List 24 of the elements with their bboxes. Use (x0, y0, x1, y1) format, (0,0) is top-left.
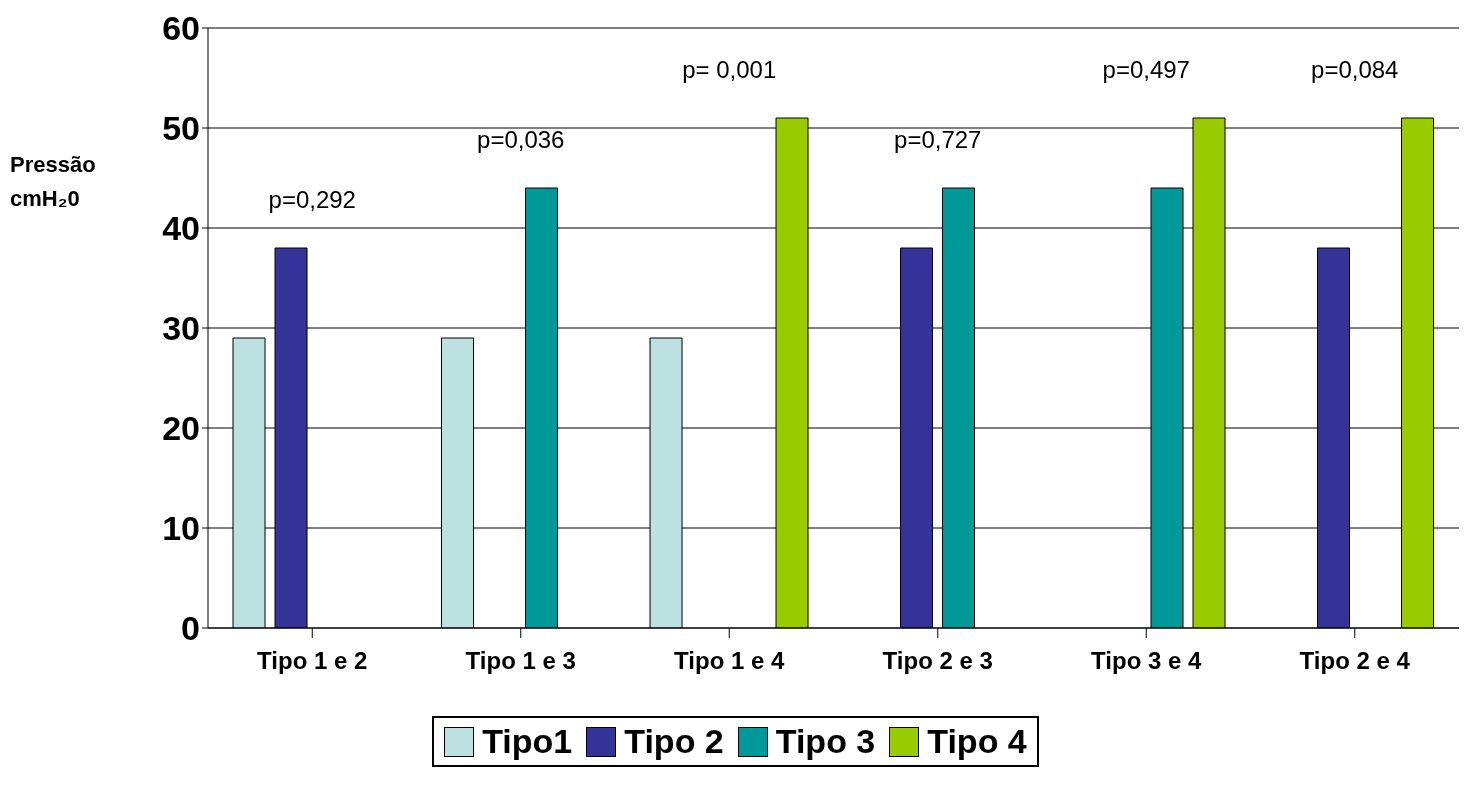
y-axis-title: Pressão cmH₂0 (10, 151, 97, 213)
x-tick-label: Tipo 1 e 3 (465, 647, 576, 675)
annotation: p=0,497 (1102, 56, 1190, 83)
annotation: p=0,084 (1311, 56, 1399, 83)
x-tick-label: Tipo 1 e 2 (257, 647, 368, 675)
x-tick-label: Tipo 2 e 3 (882, 647, 993, 675)
y-tick-label: 20 (162, 409, 200, 448)
annotation: p=0,036 (477, 126, 565, 153)
legend-label: Tipo 3 (775, 722, 876, 761)
y-tick-label: 30 (162, 309, 200, 348)
annotation: p= 0,001 (682, 56, 777, 83)
y-tick-label: 50 (162, 109, 200, 148)
x-tick-label: Tipo 3 e 4 (1091, 647, 1203, 675)
y-tick-label: 10 (162, 509, 200, 548)
annotation: p=0,727 (894, 126, 982, 153)
x-tick-label: Tipo 1 e 4 (674, 647, 786, 675)
legend-label: Tipo 2 (624, 722, 724, 761)
x-tick-label: Tipo 2 e 4 (1299, 647, 1411, 675)
y-tick-label: 60 (162, 9, 200, 48)
annotation: p=0,292 (268, 186, 356, 213)
y-tick-label: 0 (181, 609, 200, 648)
legend-label: Tipo1 (482, 722, 573, 761)
y-tick-label: 40 (162, 209, 200, 248)
legend-label: Tipo 4 (927, 722, 1027, 761)
